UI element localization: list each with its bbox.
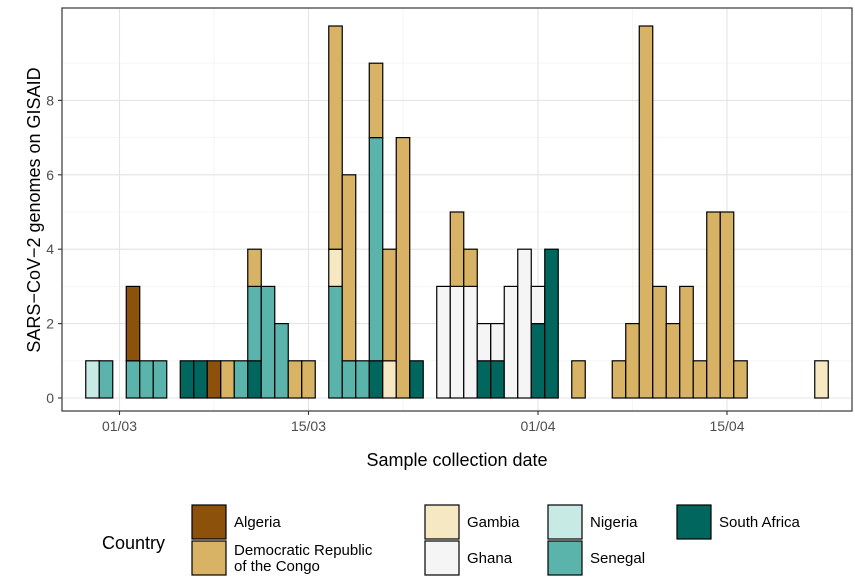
bar-segment-ghana <box>476 323 492 362</box>
x-axis: 01/03 15/03 01/04 15/04 <box>102 411 745 434</box>
bar-segment-ghana <box>449 285 465 399</box>
x-axis-title: Sample collection date <box>366 450 547 470</box>
bar-segment-south-africa <box>409 360 424 399</box>
bar-segment-democratic-republic-of-the-congo <box>733 360 748 399</box>
bar-segment-senegal <box>368 137 384 362</box>
bar-segment-south-africa <box>193 360 208 399</box>
bar-segment-democratic-republic-of-the-congo <box>287 360 303 399</box>
legend-label-ghana: Ghana <box>467 550 513 567</box>
bar-segment-south-africa <box>476 360 492 399</box>
bar-segment-democratic-republic-of-the-congo <box>719 211 735 399</box>
bar-segment-senegal <box>328 285 343 399</box>
bar-segment-democratic-republic-of-the-congo <box>679 285 694 399</box>
bar-segment-democratic-republic-of-the-congo <box>638 25 654 399</box>
bar-segment-south-africa <box>247 360 262 399</box>
bar-segment-ghana <box>530 285 546 325</box>
bar-segment-senegal <box>98 360 114 399</box>
bar-segment-senegal <box>152 360 168 399</box>
bar-segment-south-africa <box>368 360 384 399</box>
y-tick-label: 6 <box>46 167 54 183</box>
legend-title: Country <box>102 533 165 553</box>
legend-swatch-algeria <box>191 504 227 540</box>
bar-segment-algeria <box>206 360 222 399</box>
bar-segment-senegal <box>274 323 289 399</box>
bar-segment-democratic-republic-of-the-congo <box>611 360 627 399</box>
bar-segment-ghana <box>503 285 519 399</box>
bar-segment-democratic-republic-of-the-congo <box>328 25 343 250</box>
bar-segment-nigeria <box>85 360 100 399</box>
bar-segment-democratic-republic-of-the-congo <box>247 248 262 287</box>
bar-segment-ghana <box>517 248 532 399</box>
bar-segment-democratic-republic-of-the-congo <box>652 285 667 399</box>
legend-swatch-democratic-republic-of-the-congo <box>191 540 227 576</box>
bar-segment-democratic-republic-of-the-congo <box>301 360 316 399</box>
bar-segment-democratic-republic-of-the-congo <box>220 360 235 399</box>
bar-segment-senegal <box>341 360 357 399</box>
bars <box>85 25 829 399</box>
plot-border <box>61 7 853 412</box>
legend-swatch-ghana <box>424 540 460 576</box>
bar-segment-democratic-republic-of-the-congo <box>463 248 478 287</box>
bar-segment-gambia <box>328 248 343 287</box>
bar-segment-ghana <box>490 323 505 362</box>
legend-label-democratic-republic-of-the-congo: of the Congo <box>234 558 320 575</box>
bar-segment-senegal <box>139 360 154 399</box>
legend-label-gambia: Gambia <box>467 514 520 531</box>
bar-segment-democratic-republic-of-the-congo <box>706 211 721 399</box>
legend-label-senegal: Senegal <box>590 550 645 567</box>
bar-segment-gambia <box>382 360 397 399</box>
y-tick-label: 8 <box>46 92 54 108</box>
x-tick-label: 01/03 <box>102 418 137 434</box>
legend-label-algeria: Algeria <box>234 514 281 531</box>
bar-segment-democratic-republic-of-the-congo <box>382 248 397 362</box>
bar-segment-senegal <box>125 360 141 399</box>
y-axis-title: SARS−CoV−2 genomes on GISAID <box>24 67 44 352</box>
bar-segment-democratic-republic-of-the-congo <box>571 360 586 399</box>
legend-label-south-africa: South Africa <box>719 514 801 531</box>
bar-segment-senegal <box>355 360 370 399</box>
y-tick-label: 0 <box>46 390 54 406</box>
bar-segment-gambia <box>814 360 829 399</box>
legend-label-democratic-republic-of-the-congo: Democratic Republic <box>234 542 373 559</box>
bar-segment-algeria <box>125 285 141 362</box>
legend-swatch-senegal <box>547 540 583 576</box>
x-tick-label: 01/04 <box>520 418 555 434</box>
bar-segment-south-africa <box>179 360 195 399</box>
bar-segment-south-africa <box>544 248 559 399</box>
bar-segment-democratic-republic-of-the-congo <box>368 62 384 139</box>
bar-segment-ghana <box>436 285 451 399</box>
bar-segment-senegal <box>247 285 262 362</box>
y-tick-label: 2 <box>46 316 54 332</box>
legend-swatch-nigeria <box>547 504 583 540</box>
bar-segment-democratic-republic-of-the-congo <box>341 174 357 362</box>
bar-segment-democratic-republic-of-the-congo <box>625 323 640 399</box>
bar-segment-democratic-republic-of-the-congo <box>395 137 411 399</box>
legend-label-nigeria: Nigeria <box>590 514 638 531</box>
legend-swatch-gambia <box>424 504 460 540</box>
bar-segment-ghana <box>463 285 478 399</box>
legend-swatch-south-africa <box>676 504 712 540</box>
bar-segment-democratic-republic-of-the-congo <box>449 211 465 288</box>
bar-segment-senegal <box>233 360 249 399</box>
x-tick-label: 15/04 <box>709 418 744 434</box>
bar-segment-senegal <box>260 285 276 399</box>
bar-segment-south-africa <box>490 360 505 399</box>
bar-segment-democratic-republic-of-the-congo <box>665 323 681 399</box>
y-axis: 0 2 4 6 8 <box>46 92 62 406</box>
bar-segment-democratic-republic-of-the-congo <box>692 360 708 399</box>
x-tick-label: 15/03 <box>291 418 326 434</box>
bar-segment-south-africa <box>530 323 546 399</box>
y-tick-label: 4 <box>46 241 54 257</box>
